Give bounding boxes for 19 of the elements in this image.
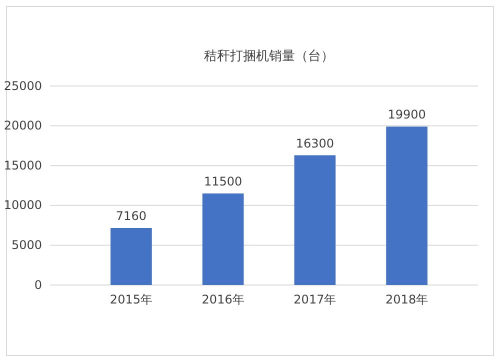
x-tick-label: 2016年 bbox=[202, 292, 244, 307]
y-tick-label: 10000 bbox=[4, 198, 42, 212]
data-label: 16300 bbox=[296, 136, 334, 150]
y-tick-label: 5000 bbox=[11, 238, 42, 252]
chart-title: 秸秆打捆机销量（台） bbox=[204, 49, 334, 64]
x-tick-label: 2018年 bbox=[386, 292, 428, 307]
bar bbox=[294, 155, 336, 285]
data-label: 11500 bbox=[204, 174, 242, 188]
x-tick-label: 2015年 bbox=[110, 292, 152, 307]
y-tick-label: 25000 bbox=[4, 78, 42, 93]
y-tick-label: 15000 bbox=[4, 158, 42, 172]
bar bbox=[110, 228, 152, 285]
y-tick-label: 20000 bbox=[4, 118, 42, 133]
x-tick-label: 2017年 bbox=[294, 292, 336, 307]
data-label: 7160 bbox=[116, 209, 146, 224]
bar bbox=[202, 193, 244, 285]
data-label: 19900 bbox=[388, 108, 426, 122]
y-tick-label: 0 bbox=[34, 278, 42, 292]
bar bbox=[386, 126, 428, 285]
